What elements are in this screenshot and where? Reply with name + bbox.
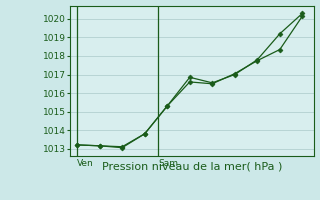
Text: Ven: Ven	[77, 159, 94, 168]
X-axis label: Pression niveau de la mer( hPa ): Pression niveau de la mer( hPa )	[102, 162, 282, 172]
Text: Sam: Sam	[158, 159, 178, 168]
